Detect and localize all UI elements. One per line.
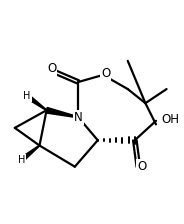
Polygon shape	[46, 108, 78, 118]
Text: H: H	[24, 91, 31, 101]
Text: O: O	[47, 62, 56, 75]
Polygon shape	[20, 145, 40, 162]
Text: N: N	[74, 111, 83, 124]
Text: H: H	[18, 155, 26, 165]
Text: O: O	[137, 160, 146, 173]
Text: O: O	[101, 67, 110, 80]
Polygon shape	[26, 94, 47, 110]
Text: OH: OH	[161, 112, 179, 126]
